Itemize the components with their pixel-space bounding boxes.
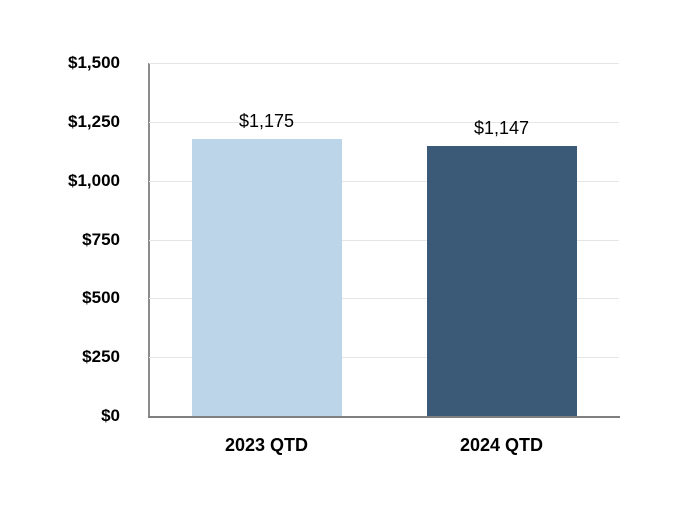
bar-2023-qtd (191, 139, 342, 416)
y-axis-tick-label: $1,000 (68, 170, 120, 190)
gridline (149, 63, 619, 64)
bar-value-label: $1,175 (238, 111, 295, 132)
y-axis-tick-label: $750 (82, 229, 120, 249)
gridline (149, 357, 619, 359)
y-axis-tick-label: $1,500 (68, 53, 120, 72)
gridline (149, 180, 619, 182)
y-axis-tick-label: $250 (82, 347, 120, 367)
x-axis-category-label: 2023 QTD (224, 435, 309, 455)
x-axis-category-label: 2024 QTD (459, 435, 544, 455)
y-axis-tick-label: $1,250 (68, 111, 120, 131)
plot-area (148, 63, 620, 418)
gridline (149, 121, 619, 123)
bar-value-label: $1,147 (473, 118, 530, 139)
gridline (149, 239, 619, 241)
y-axis-tick-label: $500 (82, 288, 120, 308)
gridline (149, 298, 619, 300)
x-axis-line (148, 416, 620, 418)
y-axis-tick-label: $0 (101, 406, 120, 425)
bar-2024-qtd (426, 146, 577, 416)
